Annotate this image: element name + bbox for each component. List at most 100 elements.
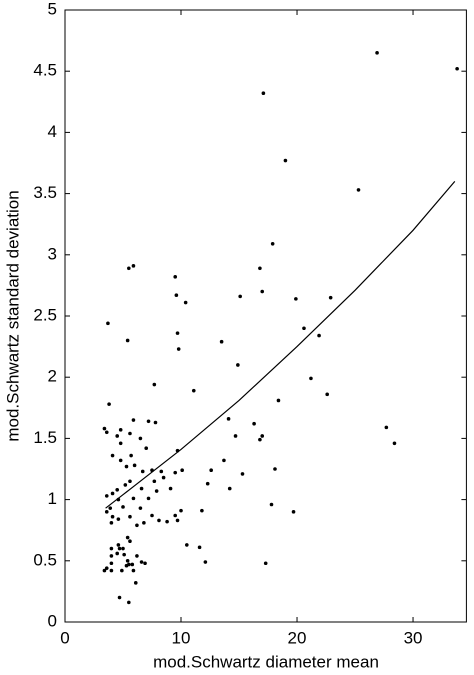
point bbox=[135, 523, 139, 528]
point bbox=[258, 437, 262, 442]
x-tick-label: 20 bbox=[288, 628, 307, 647]
point bbox=[129, 453, 133, 458]
point bbox=[139, 486, 144, 491]
point bbox=[317, 333, 321, 338]
point bbox=[139, 560, 144, 564]
point bbox=[122, 552, 126, 557]
y-tick-label: 1.5 bbox=[33, 428, 57, 447]
point bbox=[183, 300, 188, 305]
point bbox=[131, 264, 136, 268]
y-tick-label: 4 bbox=[48, 122, 57, 141]
point bbox=[283, 158, 288, 163]
point bbox=[104, 494, 109, 498]
point bbox=[127, 600, 131, 605]
point bbox=[191, 388, 196, 393]
point bbox=[116, 517, 121, 521]
point bbox=[153, 420, 158, 425]
point bbox=[154, 489, 159, 493]
point bbox=[197, 545, 202, 550]
point bbox=[115, 551, 120, 556]
point bbox=[174, 293, 179, 297]
point bbox=[180, 468, 184, 473]
point bbox=[131, 568, 136, 573]
point bbox=[258, 266, 262, 271]
point bbox=[227, 486, 232, 491]
point bbox=[110, 491, 115, 496]
point bbox=[118, 428, 123, 432]
point bbox=[226, 417, 231, 421]
point bbox=[302, 326, 306, 331]
y-tick-label: 0.5 bbox=[33, 550, 57, 569]
point bbox=[175, 518, 180, 523]
point bbox=[222, 458, 226, 463]
point bbox=[161, 475, 166, 480]
point bbox=[175, 331, 180, 335]
point bbox=[104, 510, 109, 514]
point bbox=[200, 508, 204, 513]
point bbox=[173, 275, 178, 279]
point bbox=[152, 479, 157, 484]
point bbox=[106, 321, 110, 326]
point bbox=[205, 481, 210, 486]
point bbox=[263, 561, 268, 566]
point bbox=[132, 463, 137, 468]
point bbox=[120, 568, 124, 573]
plot-frame bbox=[64, 9, 467, 623]
point bbox=[325, 392, 329, 397]
point bbox=[143, 561, 147, 566]
point bbox=[375, 51, 379, 55]
point bbox=[109, 546, 114, 551]
point bbox=[121, 546, 125, 551]
point bbox=[159, 469, 164, 474]
point bbox=[157, 518, 161, 523]
point bbox=[260, 434, 265, 438]
point bbox=[123, 483, 128, 487]
point bbox=[276, 398, 281, 403]
x-tick-label: 30 bbox=[404, 628, 423, 647]
point bbox=[209, 468, 213, 473]
point bbox=[140, 469, 145, 474]
point bbox=[117, 546, 122, 551]
y-tick-label: 5 bbox=[48, 0, 57, 18]
point bbox=[179, 508, 183, 513]
point bbox=[117, 595, 122, 600]
point bbox=[142, 521, 146, 525]
point bbox=[240, 472, 245, 476]
point bbox=[146, 419, 151, 424]
point bbox=[173, 470, 178, 475]
point bbox=[109, 521, 114, 525]
x-tick-label: 0 bbox=[60, 628, 69, 647]
point bbox=[118, 458, 123, 463]
point bbox=[328, 295, 333, 300]
point bbox=[261, 91, 266, 96]
point bbox=[130, 562, 135, 567]
point bbox=[138, 506, 143, 510]
point bbox=[135, 554, 139, 558]
point bbox=[168, 486, 173, 491]
point bbox=[309, 376, 313, 381]
point bbox=[102, 568, 107, 573]
point bbox=[115, 488, 120, 492]
point bbox=[133, 581, 138, 585]
point bbox=[128, 431, 132, 436]
point bbox=[146, 496, 151, 501]
y-axis-label: mod.Schwartz standard deviation bbox=[3, 190, 22, 441]
point bbox=[152, 382, 157, 387]
point bbox=[127, 266, 131, 271]
point bbox=[219, 339, 224, 344]
fit-curve bbox=[105, 180, 456, 509]
point bbox=[144, 446, 149, 450]
point bbox=[260, 289, 265, 294]
point bbox=[384, 425, 389, 430]
point bbox=[185, 543, 189, 547]
point bbox=[108, 506, 113, 510]
x-tick-label: 10 bbox=[172, 628, 191, 647]
y-tick-label: 2 bbox=[48, 367, 57, 386]
y-tick-label: 3 bbox=[48, 244, 57, 263]
point bbox=[270, 241, 275, 246]
point bbox=[238, 294, 242, 299]
point bbox=[294, 297, 298, 301]
y-tick-label: 2.5 bbox=[33, 305, 57, 324]
y-tick-label: 3.5 bbox=[33, 183, 57, 202]
